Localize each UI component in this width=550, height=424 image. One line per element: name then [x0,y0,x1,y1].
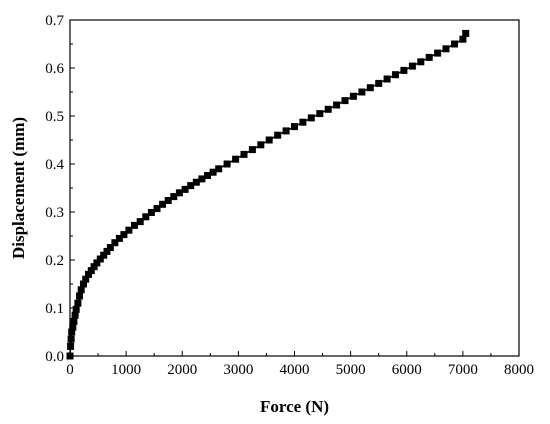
x-tick-label: 6000 [392,362,422,378]
data-point [115,234,123,242]
data-point [240,150,248,158]
data-point [307,114,315,122]
data-point [349,92,357,100]
data-point [72,305,80,313]
y-tick-label: 0.5 [45,109,64,125]
data-point [164,197,172,204]
data-point [291,123,298,131]
data-point [69,323,77,331]
data-point [125,226,133,234]
data-point [358,88,366,96]
plot-area: 0 1000 2000 3000 4000 5000 6000 7000 8000 0.0 0.1… [45,13,534,378]
x-tick-label: 5000 [336,362,366,378]
data-point [80,280,87,288]
x-tick-label: 1000 [111,362,141,378]
data-point [324,105,332,113]
x-tick-label: 0 [66,362,74,378]
data-point [93,259,101,267]
data-point [316,110,324,118]
data-point [71,311,79,319]
data-point [68,328,76,336]
data-point [375,79,383,87]
data-point [131,221,138,229]
data-point [383,75,391,83]
plot-frame [69,19,520,357]
data-point [425,53,433,61]
data-point [274,131,282,139]
data-point [215,165,223,173]
x-tick-label: 4000 [280,362,310,378]
data-point [142,213,150,221]
data-point [147,209,155,216]
data-point [442,45,450,53]
y-axis-ticks: 0.0 0.1 0.2 0.3 0.4 0.5 0.6 0.7 [45,13,75,365]
data-point [82,275,90,283]
data-point [451,40,458,48]
data-point [198,175,206,183]
data-point [400,66,408,74]
series-points [66,29,470,360]
data-point [90,263,98,271]
data-point [282,127,290,135]
data-point [159,200,167,208]
data-point [111,239,119,247]
data-point [223,160,231,168]
data-point [299,118,307,126]
y-tick-label: 0.0 [45,349,64,365]
y-tick-label: 0.7 [45,13,64,29]
data-point [232,155,240,163]
y-tick-label: 0.6 [45,61,64,77]
data-point [67,335,75,343]
y-axis-title: Displacement (mm) [9,117,28,259]
data-point [76,292,83,300]
y-tick-label: 0.1 [45,301,64,317]
data-point [462,29,470,37]
data-point [74,299,82,307]
y-tick-label: 0.4 [45,157,64,173]
data-point [459,35,467,43]
data-point [408,62,416,70]
data-point [77,286,85,294]
x-axis-ticks: 0 1000 2000 3000 4000 5000 6000 7000 8000 [66,351,534,378]
data-point [181,185,189,193]
data-point [170,193,178,201]
data-point [187,182,195,190]
data-point [341,97,349,105]
data-point [100,251,108,259]
y-tick-label: 0.2 [45,253,64,269]
data-point [417,58,425,66]
data-point [175,189,183,197]
data-point [209,168,217,176]
data-point [257,141,265,149]
data-point [366,84,374,92]
data-point [67,342,75,350]
data-point [136,218,144,226]
data-point [70,317,78,325]
data-point [120,231,128,239]
data-point [204,172,211,179]
data-point [153,205,161,213]
data-point [103,247,111,255]
data-point [248,146,256,154]
data-point [85,270,92,278]
data-point [333,101,341,109]
data-point [265,136,273,144]
x-tick-label: 2000 [167,362,197,378]
data-point [106,244,114,251]
data-point [192,178,200,186]
y-tick-label: 0.3 [45,205,64,221]
x-tick-label: 7000 [448,362,478,378]
data-point [66,352,74,360]
series-line [69,33,467,357]
data-point [96,255,104,263]
x-tick-label: 8000 [504,362,534,378]
data-point [87,267,95,275]
data-point [434,49,442,57]
data-point [392,71,399,79]
x-axis-title: Force (N) [260,397,329,416]
x-tick-label: 3000 [223,362,253,378]
